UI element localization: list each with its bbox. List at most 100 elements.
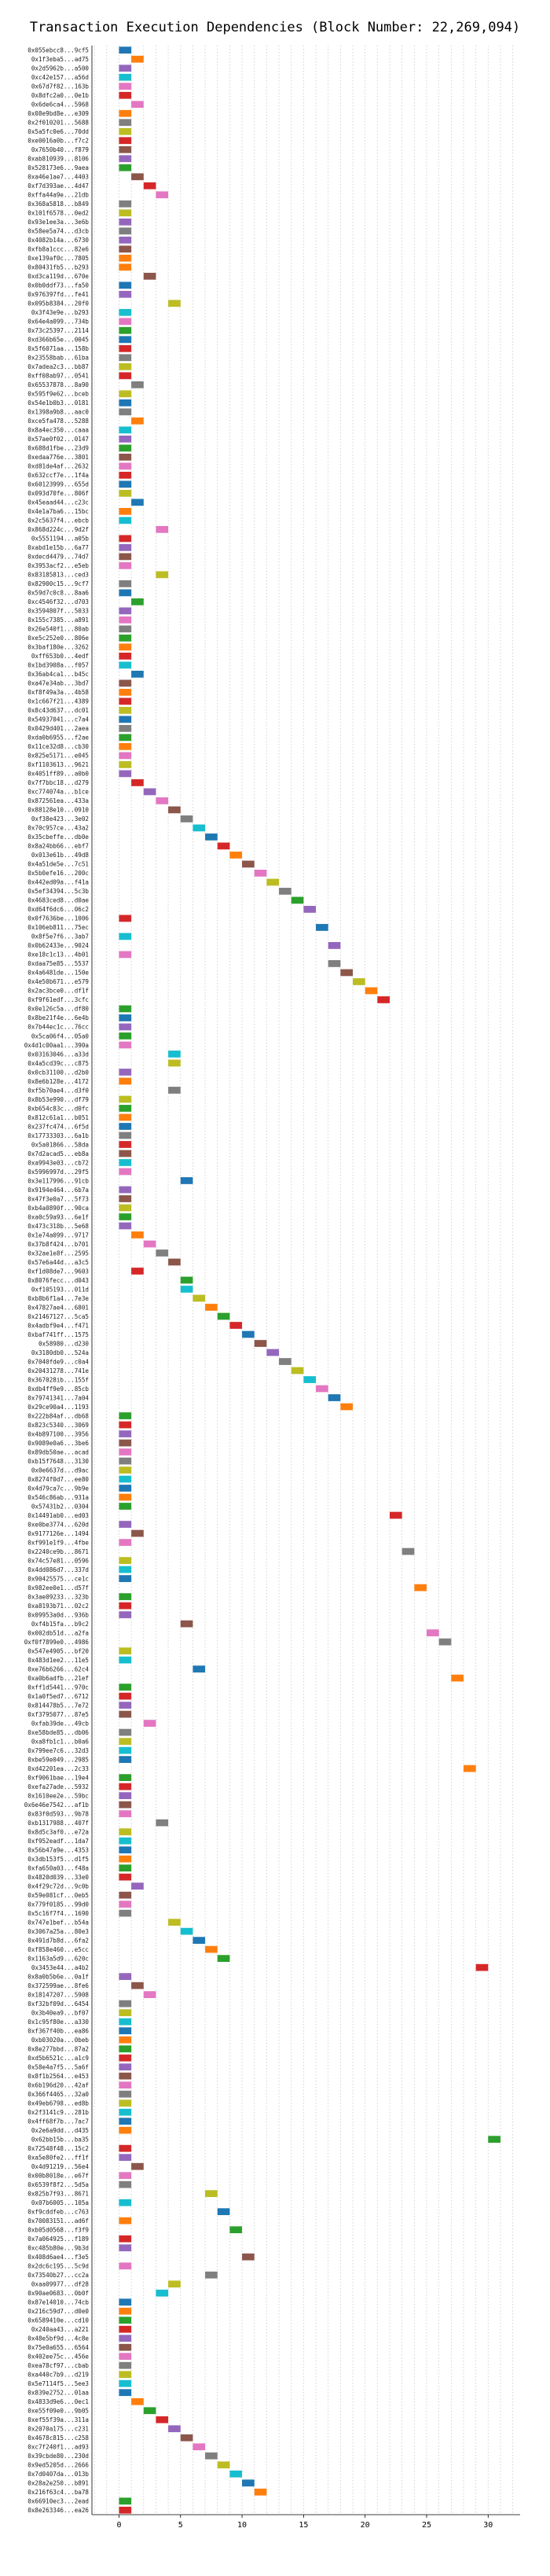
tx-hash-label: 0xa0b6adfb...21ef (28, 1675, 89, 1682)
dependency-bar (156, 797, 169, 804)
dependency-bar (143, 2407, 156, 2415)
dependency-bar (119, 1014, 132, 1021)
tx-hash-label: 0x368a5818...b849 (28, 201, 89, 208)
dependency-bar (180, 1620, 193, 1628)
dependency-bar (119, 254, 132, 262)
dependency-bar (119, 245, 132, 253)
dependency-bar (119, 553, 132, 561)
dependency-bar (119, 2126, 132, 2134)
tx-hash-label: 0xe5c252e0...806e (28, 635, 89, 642)
tx-hash-label: 0xbe59e049...2985 (28, 1756, 89, 1763)
dependency-bar (451, 1674, 464, 1682)
tx-hash-label: 0xf8f49a3a...4b58 (28, 689, 89, 696)
tx-hash-label: 0xa440c7b9...d219 (28, 2372, 89, 2379)
dependency-bar (192, 2443, 206, 2451)
tx-hash-label: 0x00b8018e...e67f (28, 2172, 89, 2179)
tx-hash-label: 0x0429d401...2aea (28, 725, 89, 732)
dependency-bar (143, 1240, 156, 1248)
dependency-bar (340, 969, 354, 977)
dependency-bar (119, 752, 132, 760)
dependency-bar (119, 1159, 132, 1166)
dependency-bar (291, 896, 304, 904)
dependency-bar (143, 1720, 156, 1727)
tx-hash-label: 0x5a01866...58da (31, 1141, 89, 1148)
tx-hash-label: 0x09953a0d...936b (28, 1611, 89, 1618)
tx-hash-label: 0xf105193...011d (31, 1286, 89, 1293)
tx-hash-label: 0x8274f0d7...ee80 (28, 1476, 89, 1483)
dependency-bar (119, 1539, 132, 1546)
tx-hash-label: 0x21467127...5ca5 (28, 1313, 89, 1320)
dependency-bar (119, 634, 132, 642)
dependency-bar (119, 589, 132, 597)
tx-hash-label: 0x442ed09a...f41a (28, 879, 89, 886)
tx-hash-label: 0x57431b2...0304 (31, 1503, 90, 1510)
tx-hash-label: 0xda0b6955...f2ae (28, 734, 89, 742)
tx-hash-label: 0x6de6ca4...5968 (31, 101, 90, 109)
dependency-bar (119, 1792, 132, 1799)
tx-hash-label: 0x5c16f7f4...1690 (28, 1910, 89, 1917)
tx-hash-label: 0x4e50b671...e579 (28, 978, 89, 985)
dependency-bar (156, 525, 169, 533)
dependency-bar (131, 779, 144, 786)
dependency-bar (119, 535, 132, 543)
dependency-bar (119, 1105, 132, 1112)
dependency-bar (143, 182, 156, 190)
tx-hash-label: 0x3067a25a...80e3 (28, 1928, 89, 1935)
dependency-bar (119, 2361, 132, 2369)
dependency-bar (192, 1937, 206, 1945)
tx-hash-label: 0x4e1a7ba6...15bc (28, 508, 89, 515)
tx-hash-label: 0x7d2acad5...eb8a (28, 1150, 89, 1157)
dependency-bar (119, 282, 132, 289)
dependency-bar (303, 1376, 317, 1383)
dependency-bar (217, 2208, 230, 2216)
tx-hash-label: 0xa0c59a93...6e1f (28, 1213, 89, 1220)
dependency-bar (119, 137, 132, 145)
tx-hash-label: 0x101f6578...0ed2 (28, 210, 89, 217)
dependency-bar (414, 1584, 427, 1592)
tx-hash-label: 0x747e1bef...b54a (28, 1919, 89, 1926)
dependency-bar (119, 914, 132, 922)
dependency-bar (119, 2099, 132, 2107)
dependency-bar (119, 408, 132, 416)
tx-hash-label: 0x66910ec3...2ead (28, 2498, 89, 2505)
dependency-bar (119, 1005, 132, 1013)
tx-hash-label: 0xe139af0c...7805 (28, 255, 89, 262)
dependency-bar (119, 480, 132, 488)
dependency-bar (119, 1656, 132, 1664)
dependency-bar (131, 1982, 144, 1989)
tx-hash-label: 0xf32bf09d...6454 (28, 2000, 89, 2007)
dependency-bar (205, 2271, 218, 2279)
dependency-bar (119, 770, 132, 778)
tx-hash-label: 0x59d7c0c8...8aa6 (28, 590, 89, 597)
dependency-bar (131, 671, 144, 678)
dependency-bar (426, 1629, 439, 1636)
dependency-bar (119, 1123, 132, 1130)
tx-hash-label: 0x0b0ddf73...fa50 (28, 282, 89, 289)
tx-hash-label: 0x013e61b...49d8 (31, 852, 90, 859)
dependency-bar (119, 1684, 132, 1691)
dependency-bar (119, 1710, 132, 1718)
tx-hash-label: 0x45eaad44...c23c (28, 499, 89, 506)
tx-hash-label: 0x002db51d...a2fa (28, 1629, 89, 1636)
tx-hash-label: 0x93e1ee3a...3e6b (28, 219, 89, 226)
tx-hash-label: 0x2e6a9dd...d435 (31, 2127, 89, 2134)
dependency-bar (242, 2253, 255, 2261)
dependency-bar (119, 2090, 132, 2098)
tx-hash-label: 0x1610ee2e...59bc (28, 1792, 89, 1799)
dependency-bar (119, 2325, 132, 2333)
dependency-bar (119, 951, 132, 959)
tx-hash-label: 0x58e4a7f5...5a6f (28, 2063, 89, 2070)
tx-hash-label: 0x4082b14a...6730 (28, 237, 89, 244)
dependency-bar (254, 1340, 267, 1347)
dependency-bar (475, 1963, 489, 1971)
dependency-bar (119, 227, 132, 235)
tx-hash-label: 0x56b47a9e...4353 (28, 1846, 89, 1853)
dependency-bar (119, 1593, 132, 1600)
dependency-bar (156, 2416, 169, 2423)
dependency-bar (119, 643, 132, 651)
tx-hash-label: 0x4ff68f7b...7ac7 (28, 2118, 89, 2125)
dependency-bar (168, 806, 181, 814)
tx-hash-label: 0x2d5962b...a500 (31, 65, 90, 72)
tx-hash-label: 0x825b7f93...8671 (28, 2190, 89, 2197)
tx-hash-label: 0x0cb31100...d2b0 (28, 1069, 89, 1076)
